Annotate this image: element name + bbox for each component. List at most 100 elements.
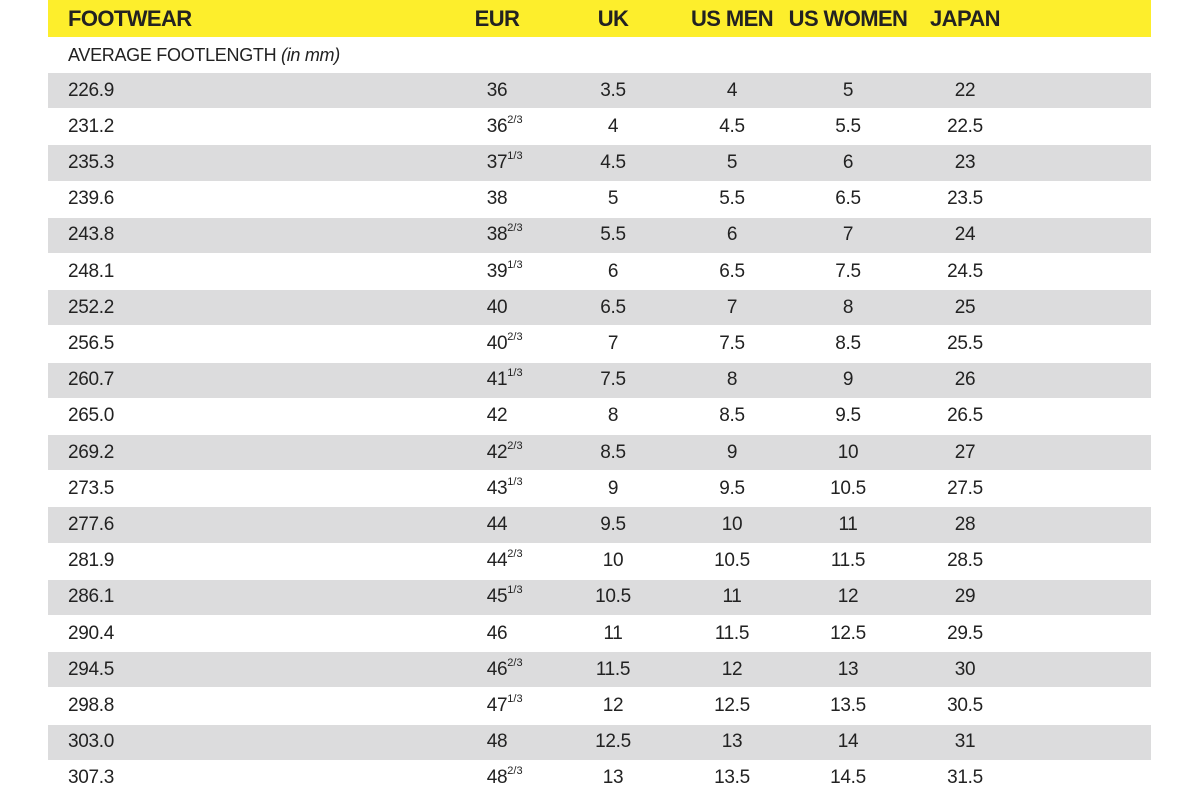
cell-value: 4 xyxy=(726,79,738,101)
table-row: 256.5 40 2/3 7 7.5 8.5 25.5 xyxy=(48,326,1151,363)
cell-value: 12.5 xyxy=(714,694,750,716)
eur-fraction: 2/3 xyxy=(507,439,523,452)
cell-value: 11.5 xyxy=(595,658,631,680)
cell-value: 40 xyxy=(486,296,508,318)
cell-value: 44 2/3 xyxy=(486,548,523,572)
table-row: 307.3 48 2/3 13 13.5 14.5 31.5 xyxy=(48,761,1151,797)
cell-value: 46 xyxy=(486,622,508,644)
cell-value: 10 xyxy=(837,441,859,463)
table-cell: 30.5 xyxy=(885,688,1045,723)
cell-value: 12 xyxy=(602,694,624,716)
table-cell: 11.5 xyxy=(652,616,812,651)
table-cell: 8.5 xyxy=(533,435,693,470)
column-header-text: US WOMEN xyxy=(788,5,908,31)
eur-fraction: 1/3 xyxy=(507,692,523,705)
table-cell: 36 2/3 xyxy=(417,109,577,144)
cell-value: 36 2/3 xyxy=(486,113,523,137)
table-cell: 22.5 xyxy=(885,109,1045,144)
table-cell: 5.5 xyxy=(533,218,693,253)
cell-value: 47 1/3 xyxy=(486,692,523,716)
table-cell: 235.3 xyxy=(68,145,114,180)
table-cell: 9 xyxy=(768,363,928,398)
table-cell: 13 xyxy=(533,761,693,796)
cell-value: 29 xyxy=(954,586,976,608)
cell-value: 7.5 xyxy=(600,369,626,391)
table-cell: 9 xyxy=(652,435,812,470)
table-cell: 42 xyxy=(417,399,577,434)
cell-value: 26.5 xyxy=(947,405,983,427)
table-cell: 10.5 xyxy=(768,471,928,506)
table-cell: 10 xyxy=(533,544,693,579)
table-cell: 307.3 xyxy=(68,761,114,796)
table-cell: 239.6 xyxy=(68,182,114,217)
cell-value: 7 xyxy=(726,296,738,318)
table-cell: 44 xyxy=(417,507,577,542)
table-cell: 8 xyxy=(768,290,928,325)
table-cell: 37 1/3 xyxy=(417,145,577,180)
table-cell: 25 xyxy=(885,290,1045,325)
table-cell: 24.5 xyxy=(885,254,1045,289)
table-cell: 4 xyxy=(652,73,812,108)
cell-value: 31 xyxy=(954,731,976,753)
table-cell: 48 xyxy=(417,725,577,760)
table-cell: 12 xyxy=(652,652,812,687)
table-cell: 40 xyxy=(417,290,577,325)
table-cell: 13.5 xyxy=(768,688,928,723)
table-cell: 265.0 xyxy=(68,399,114,434)
table-cell: 12 xyxy=(768,580,928,615)
cell-value: 23 xyxy=(954,151,976,173)
cell-value: 3.5 xyxy=(600,79,626,101)
table-row: 265.0 42 8 8.5 9.5 26.5 xyxy=(48,399,1151,435)
table-cell: 40 2/3 xyxy=(417,326,577,361)
cell-value: 11.5 xyxy=(830,550,866,572)
table-cell: 41 1/3 xyxy=(417,363,577,398)
table-cell: 28 xyxy=(885,507,1045,542)
column-header: FOOTWEAR xyxy=(68,0,192,37)
table-cell: 6 xyxy=(768,145,928,180)
subheader-label: AVERAGE FOOTLENGTH xyxy=(68,44,277,65)
cell-value: 7 xyxy=(607,332,619,354)
table-cell: 303.0 xyxy=(68,725,114,760)
cell-value: 277.6 xyxy=(68,513,115,535)
cell-value: 281.9 xyxy=(68,550,115,572)
cell-value: 8.5 xyxy=(600,441,626,463)
cell-value: 8.5 xyxy=(719,405,745,427)
eur-fraction: 1/3 xyxy=(507,149,523,162)
table-cell: 5 xyxy=(768,73,928,108)
table-row: 235.3 37 1/3 4.5 5 6 23 xyxy=(48,145,1151,182)
cell-value: 243.8 xyxy=(68,224,115,246)
table-cell: 12 xyxy=(533,688,693,723)
cell-value: 43 1/3 xyxy=(486,475,523,499)
table-cell: 7.5 xyxy=(533,363,693,398)
cell-value: 8 xyxy=(842,296,854,318)
table-cell: 5 xyxy=(533,182,693,217)
cell-value: 11 xyxy=(722,586,742,608)
cell-value: 6.5 xyxy=(719,260,745,282)
cell-value: 22 xyxy=(954,79,976,101)
cell-value: 256.5 xyxy=(68,332,115,354)
cell-value: 38 xyxy=(486,188,508,210)
table-cell: 286.1 xyxy=(68,580,114,615)
cell-value: 4.5 xyxy=(719,115,745,137)
cell-value: 7.5 xyxy=(719,332,745,354)
table-cell: 10 xyxy=(652,507,812,542)
eur-fraction: 1/3 xyxy=(507,258,523,271)
table-row: 243.8 38 2/3 5.5 6 7 24 xyxy=(48,217,1151,254)
table-row: 252.2 40 6.5 7 8 25 xyxy=(48,290,1151,327)
eur-fraction: 1/3 xyxy=(507,584,523,597)
table-cell: 23 xyxy=(885,145,1045,180)
cell-value: 248.1 xyxy=(68,260,115,282)
table-cell: 6 xyxy=(652,218,812,253)
table-cell: 11.5 xyxy=(768,544,928,579)
table-cell: 7 xyxy=(533,326,693,361)
eur-fraction: 1/3 xyxy=(507,475,523,488)
eur-fraction: 2/3 xyxy=(507,548,523,561)
cell-value: 25 xyxy=(954,296,976,318)
table-cell: 3.5 xyxy=(533,73,693,108)
cell-value: 9 xyxy=(726,441,738,463)
subheader-unit: (in mm) xyxy=(281,44,340,65)
cell-value: 41 1/3 xyxy=(486,367,523,391)
table-cell: 4.5 xyxy=(652,109,812,144)
cell-value: 10 xyxy=(721,513,743,535)
cell-value: 11 xyxy=(603,622,623,644)
